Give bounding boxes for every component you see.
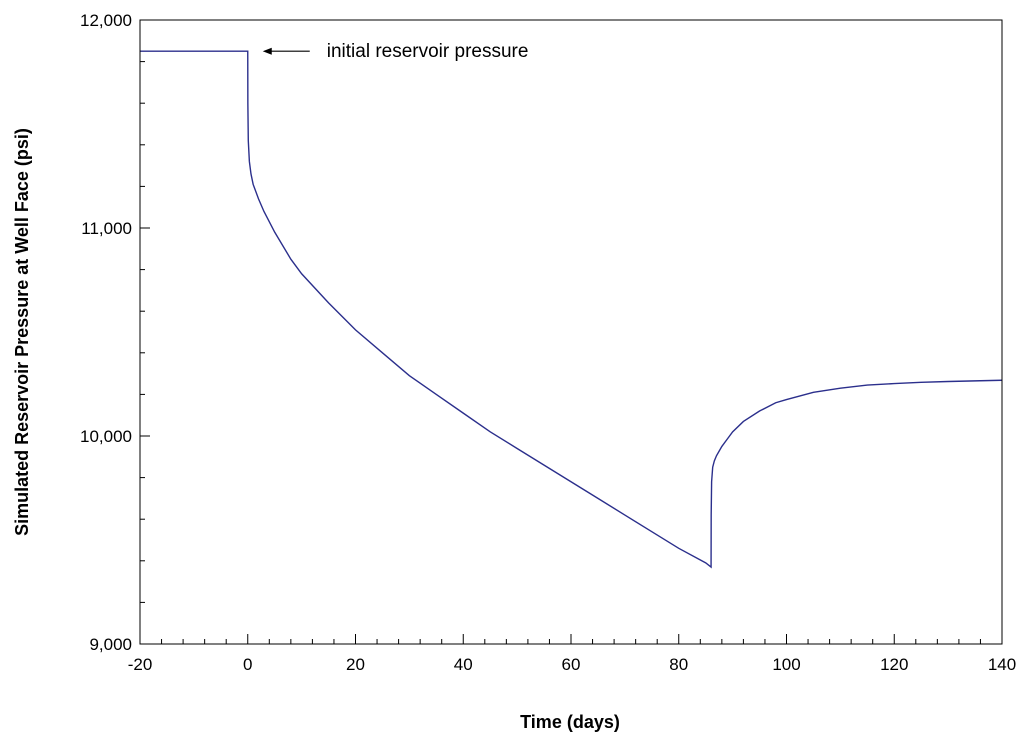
y-tick-label: 11,000: [81, 219, 132, 238]
x-axis-tick-labels: -20 0 20 40 60 80 100 120 140: [128, 655, 1016, 674]
y-tick-label: 12,000: [80, 11, 132, 30]
pressure-series-line: [140, 50, 1003, 569]
annotation-text: initial reservoir pressure: [327, 41, 529, 62]
y-tick-label: 9,000: [89, 635, 132, 654]
x-tick-label: 120: [880, 655, 908, 674]
x-tick-label: 80: [669, 655, 688, 674]
y-axis-major-ticks: [140, 19, 150, 645]
y-axis-tick-labels: 9,000 10,000 11,000 12,000: [80, 11, 132, 654]
y-axis-minor-ticks: [140, 61, 145, 603]
x-tick-label: 20: [346, 655, 365, 674]
annotation-arrow-head: [262, 47, 272, 55]
y-axis-title: Simulated Reservoir Pressure at Well Fac…: [12, 128, 32, 536]
x-tick-label: 140: [988, 655, 1016, 674]
x-tick-label: 60: [562, 655, 581, 674]
plot-area-frame: [139, 19, 1003, 645]
initial-pressure-annotation: initial reservoir pressure: [262, 41, 529, 62]
x-axis-minor-ticks: [161, 639, 981, 644]
x-tick-label: 40: [454, 655, 473, 674]
x-tick-label: 100: [772, 655, 800, 674]
y-tick-label: 10,000: [80, 427, 132, 446]
x-axis-title: Time (days): [520, 712, 620, 732]
x-tick-label: 0: [243, 655, 252, 674]
x-tick-label: -20: [128, 655, 153, 674]
